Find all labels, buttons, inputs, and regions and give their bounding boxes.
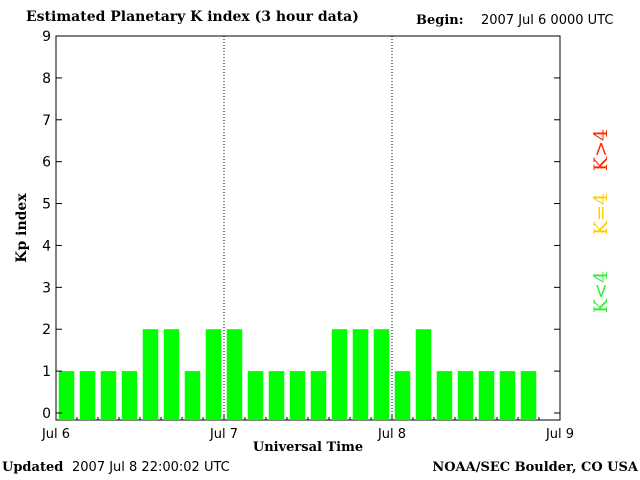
updated-value: 2007 Jul 8 22:00:02 UTC xyxy=(72,460,230,475)
updated-label: Updated xyxy=(2,460,64,475)
x-tick-label: Jul 9 xyxy=(545,427,574,442)
y-tick-label: 4 xyxy=(42,238,51,254)
kp-bar xyxy=(121,371,138,420)
plot-frame xyxy=(55,35,561,421)
legend-k-less-4: K<4 xyxy=(590,270,612,314)
kp-bar xyxy=(100,371,117,420)
kp-bar xyxy=(415,329,432,420)
kp-bar xyxy=(268,371,285,420)
kp-bar xyxy=(58,371,75,420)
kp-bar xyxy=(226,329,243,420)
kp-bar xyxy=(436,371,453,420)
y-tick-label: 8 xyxy=(42,71,51,87)
kp-bar xyxy=(373,329,390,420)
y-tick-label: 6 xyxy=(42,155,51,171)
x-tick-label: Jul 7 xyxy=(209,427,238,442)
kp-bar xyxy=(457,371,474,420)
kp-bar xyxy=(478,371,495,420)
kp-bar xyxy=(247,371,264,420)
kp-bar xyxy=(499,371,516,420)
x-tick-label: Jul 6 xyxy=(41,427,70,442)
source-label: NOAA/SEC Boulder, CO USA xyxy=(432,460,638,475)
kp-bar xyxy=(331,329,348,420)
y-tick-label: 5 xyxy=(42,197,51,213)
kp-bar xyxy=(79,371,96,420)
begin-label: Begin: xyxy=(416,13,464,28)
y-tick-label: 0 xyxy=(42,406,51,422)
y-tick-label: 1 xyxy=(42,364,51,380)
x-tick-label: Jul 8 xyxy=(377,427,406,442)
kp-bar xyxy=(163,329,180,420)
kp-bar xyxy=(310,371,327,420)
begin-value: 2007 Jul 6 0000 UTC xyxy=(481,13,614,28)
kp-bar xyxy=(205,329,222,420)
x-axis-label: Universal Time xyxy=(252,440,364,455)
y-tick-label: 9 xyxy=(42,29,51,45)
chart-title: Estimated Planetary K index (3 hour data… xyxy=(26,9,359,25)
kp-bar xyxy=(289,371,306,420)
kp-bar xyxy=(184,371,201,420)
kp-bar xyxy=(520,371,537,420)
y-tick-label: 7 xyxy=(42,113,51,129)
kp-bar xyxy=(394,371,411,420)
legend-k-equal-4: K=4 xyxy=(590,192,612,236)
kp-bar xyxy=(352,329,369,420)
y-tick-label: 2 xyxy=(42,322,51,338)
y-axis-label: Kp index xyxy=(14,193,30,263)
kp-bar xyxy=(142,329,159,420)
legend-k-greater-4: K>4 xyxy=(590,128,612,172)
y-tick-label: 3 xyxy=(42,280,51,296)
